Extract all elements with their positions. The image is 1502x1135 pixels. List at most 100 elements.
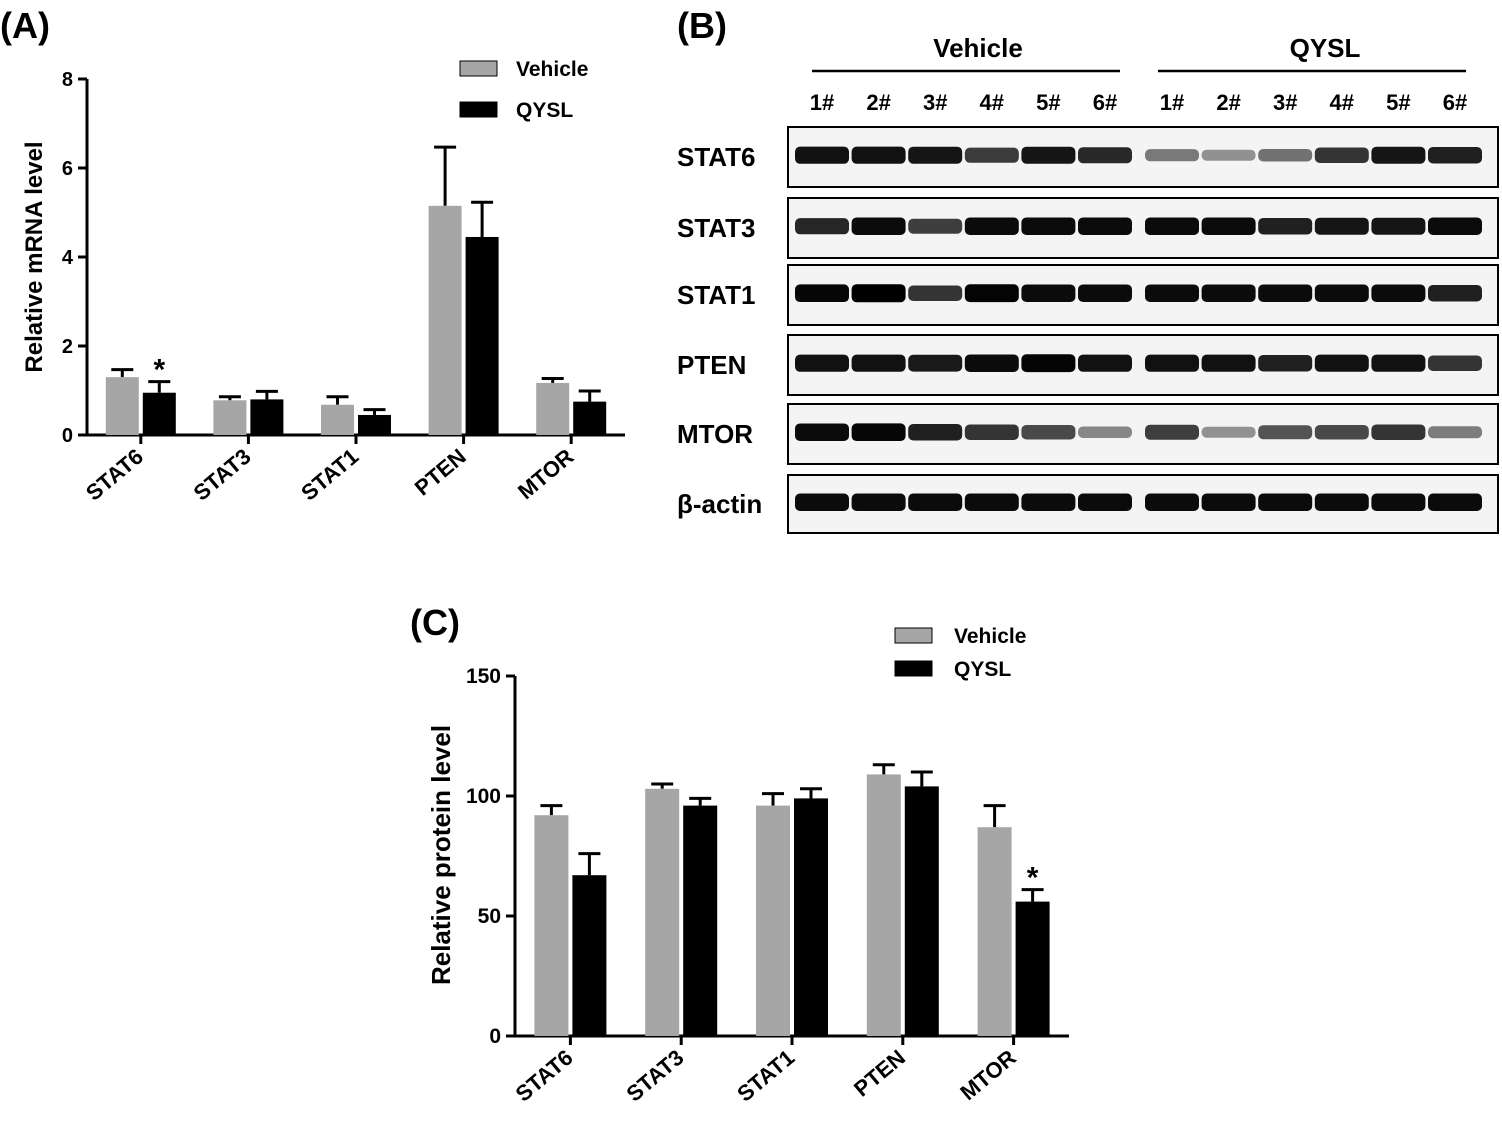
chart-a-bar-qysl-stat1 — [358, 414, 391, 435]
blot-band-stat6 — [1145, 149, 1199, 162]
blot-band-β-actin — [1201, 493, 1256, 512]
chart-a-bar-vehicle-stat3 — [213, 400, 247, 435]
blot-band-mtor — [1314, 424, 1369, 440]
chart-c-ytick-label: 100 — [466, 785, 501, 808]
blot-band-pten — [1258, 354, 1313, 372]
chart-a-bar-vehicle-stat6 — [105, 377, 139, 435]
chart-a-bar-qysl-pten — [465, 236, 499, 435]
blot-lane-label: 3# — [923, 90, 947, 115]
blot-band-stat6 — [1201, 149, 1256, 161]
chart-c-category-label: MTOR — [955, 1045, 1020, 1106]
chart-c-significance-star: * — [1027, 862, 1039, 895]
chart-a-bar-qysl-stat6 — [142, 392, 176, 435]
blot-lane-label: 1# — [1160, 90, 1184, 115]
blot-lane-label: 6# — [1443, 90, 1467, 115]
blot-band-stat1 — [1314, 284, 1369, 302]
chart-a-category-label: PTEN — [410, 444, 471, 501]
blot-lane-label: 6# — [1093, 90, 1117, 115]
chart-c-bar-vehicle-stat6 — [534, 815, 569, 1036]
panel-b: (B) Vehicle QYSL 1# 2# 3# 4# 5# 6# 1# 2# 3# 4# 5# 6… — [677, 5, 1499, 534]
panel-c: (C) Relative protein level Vehicle QYSL … — [410, 602, 1069, 1107]
blot-band-mtor — [1258, 425, 1313, 440]
chart-c-bar-vehicle-pten — [866, 774, 901, 1036]
blot-band-stat6 — [851, 146, 906, 164]
blot-band-mtor — [908, 423, 963, 441]
blot-band-pten — [1314, 354, 1369, 372]
blot-band-β-actin — [1371, 493, 1426, 512]
chart-c-bar-qysl-stat3 — [683, 805, 718, 1036]
chart-c-ytick-label: 150 — [466, 665, 501, 688]
chart-c-bar-vehicle-stat1 — [756, 805, 790, 1036]
blot-band-stat1 — [1201, 284, 1256, 302]
blot-band-pten — [1371, 354, 1426, 372]
legend-a-vehicle-swatch — [459, 60, 498, 77]
blot-band-β-actin — [851, 493, 906, 512]
blot-band-stat3 — [908, 218, 963, 234]
blot-group-qysl: QYSL — [1290, 33, 1361, 63]
blot-band-stat1 — [1078, 284, 1132, 302]
chart-a-category-label: MTOR — [513, 444, 578, 505]
chart-a-ytick-label: 8 — [62, 69, 73, 91]
blot-band-stat3 — [1371, 217, 1426, 235]
blot-band-pten — [964, 354, 1019, 372]
chart-a-bar-qysl-mtor — [573, 401, 607, 435]
chart-a-ytick-label: 4 — [62, 247, 74, 269]
chart-a-ytick-label: 2 — [62, 336, 73, 358]
blot-band-stat3 — [1201, 217, 1256, 235]
blot-band-stat1 — [795, 284, 849, 303]
chart-c-category-label: STAT3 — [621, 1045, 688, 1107]
blot-lane-label: 5# — [1036, 90, 1060, 115]
chart-c-bar-qysl-mtor — [1015, 901, 1050, 1036]
chart-a-bar-vehicle-mtor — [536, 382, 570, 435]
chart-a-ytick-label: 6 — [62, 158, 73, 180]
blot-band-mtor — [1078, 426, 1132, 438]
chart-a-bar-vehicle-stat1 — [321, 404, 354, 435]
blot-band-stat1 — [1145, 284, 1199, 302]
blot-lane-label: 4# — [980, 90, 1004, 115]
legend-c-qysl-swatch — [894, 660, 933, 677]
blot-band-stat6 — [1314, 147, 1369, 163]
blot-band-mtor — [1145, 424, 1199, 440]
panel-a-plot: 0 2 4 6 8 STAT6 STAT3 STAT1 PTEN MTOR * — [62, 69, 625, 506]
legend-a-vehicle-label: Vehicle — [516, 58, 588, 81]
blot-band-stat1 — [1428, 284, 1482, 302]
blot-group-vehicle: Vehicle — [933, 33, 1023, 63]
chart-c-bar-vehicle-stat3 — [645, 788, 680, 1036]
panel-a-label: (A) — [0, 5, 50, 46]
blot-band-stat3 — [1078, 217, 1132, 235]
chart-c-ytick-label: 50 — [478, 905, 501, 928]
panel-c-plot: 0 50 100 150 STAT6 STAT3 STAT1 PTEN MTOR * — [466, 665, 1069, 1107]
blot-band-mtor — [1021, 424, 1076, 440]
chart-a-category-label: STAT1 — [296, 444, 363, 506]
blot-band-β-actin — [1021, 493, 1076, 512]
blot-row-label: PTEN — [677, 350, 746, 380]
blot-band-β-actin — [964, 493, 1019, 512]
blot-band-β-actin — [1314, 493, 1369, 512]
blot-band-stat1 — [964, 284, 1019, 303]
blot-band-stat6 — [1078, 147, 1132, 164]
blot-band-stat3 — [1021, 217, 1076, 235]
blot-band-stat6 — [1371, 146, 1426, 164]
blot-lane-label: 4# — [1330, 90, 1354, 115]
blot-lane-label: 3# — [1273, 90, 1297, 115]
legend-a-qysl-label: QYSL — [516, 99, 573, 122]
blot-band-stat3 — [851, 217, 906, 235]
blot-band-pten — [1428, 355, 1482, 371]
blot-row-label: MTOR — [677, 419, 753, 449]
chart-c-category-label: STAT6 — [511, 1045, 578, 1107]
chart-a-ytick-label: 0 — [62, 425, 73, 447]
blot-band-β-actin — [1145, 493, 1199, 512]
blot-row-label: STAT6 — [677, 142, 755, 172]
blot-band-β-actin — [1078, 493, 1132, 512]
blot-band-stat6 — [908, 146, 963, 164]
blot-row-label: STAT1 — [677, 280, 755, 310]
chart-a-bar-vehicle-pten — [428, 205, 462, 435]
blot-band-stat1 — [851, 284, 906, 303]
chart-c-category-label: PTEN — [849, 1045, 910, 1102]
blot-band-stat3 — [795, 218, 849, 235]
legend-c-qysl-label: QYSL — [954, 658, 1011, 681]
blot-band-mtor — [1428, 426, 1482, 439]
blot-band-mtor — [851, 423, 906, 442]
blot-row-label: STAT3 — [677, 213, 755, 243]
blot-rows: STAT6 STAT3 STAT1 PTEN MTOR β-actin — [677, 126, 1499, 534]
